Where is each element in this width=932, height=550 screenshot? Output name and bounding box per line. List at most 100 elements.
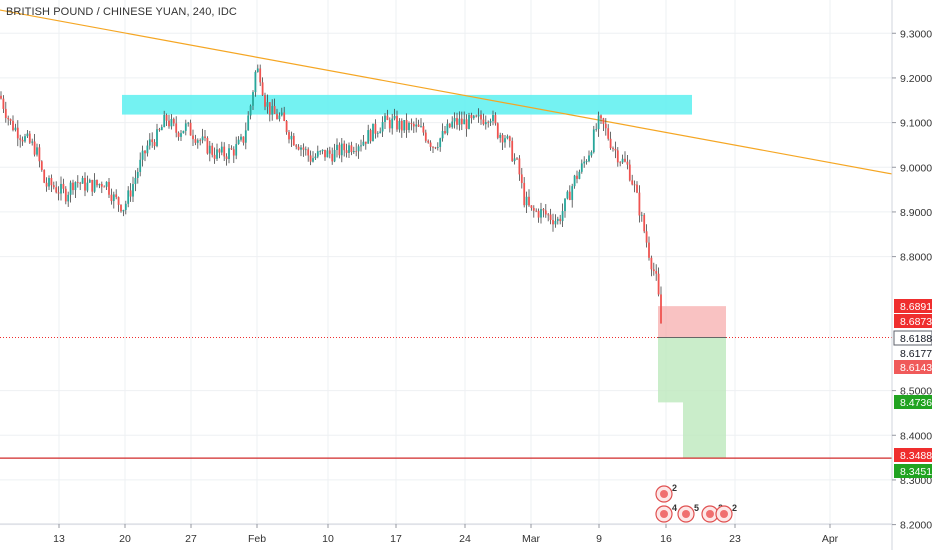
candle xyxy=(364,141,367,150)
candle xyxy=(271,99,274,121)
candle xyxy=(122,209,125,217)
candle-body xyxy=(4,108,7,118)
time-tick-label: Feb xyxy=(248,533,266,545)
candle xyxy=(367,124,370,144)
candle-body xyxy=(619,162,622,164)
grid-lines xyxy=(0,0,892,526)
candle xyxy=(57,186,60,201)
candle xyxy=(12,115,14,132)
candle xyxy=(652,262,655,276)
candle xyxy=(576,170,578,184)
candle-body xyxy=(276,113,278,120)
candle xyxy=(393,108,396,121)
candle-body xyxy=(410,122,413,124)
candle-body xyxy=(511,140,514,162)
candle xyxy=(537,208,540,223)
candle xyxy=(201,128,204,144)
candle xyxy=(520,168,523,189)
candle xyxy=(43,169,46,184)
candle-body xyxy=(108,181,110,195)
candle-body xyxy=(45,182,48,187)
candle xyxy=(636,181,638,194)
candle xyxy=(259,64,262,87)
candle-body xyxy=(638,192,641,216)
candle-body xyxy=(362,141,365,146)
candle-body xyxy=(580,163,583,172)
candle xyxy=(602,117,605,132)
candle xyxy=(285,120,288,135)
candle-body xyxy=(252,92,254,106)
candle xyxy=(165,113,168,126)
candle xyxy=(554,214,557,228)
candle-body xyxy=(115,194,118,198)
candle-body xyxy=(343,143,346,151)
candle-body xyxy=(93,179,96,192)
candle-body xyxy=(660,294,662,324)
candle-body xyxy=(132,184,134,197)
candle xyxy=(110,188,113,205)
candle-body xyxy=(484,122,487,125)
candle xyxy=(172,117,175,127)
candle-body xyxy=(441,131,444,139)
candle xyxy=(295,144,298,150)
time-tick-label: 24 xyxy=(459,533,471,545)
candle xyxy=(283,106,286,122)
candle xyxy=(240,133,242,142)
candle-body xyxy=(319,151,322,152)
candle-body xyxy=(153,142,156,147)
candle-body xyxy=(148,139,151,146)
candle xyxy=(16,120,19,147)
candle xyxy=(434,146,437,150)
candle xyxy=(472,114,475,120)
candle-body xyxy=(520,174,523,183)
target-zone xyxy=(683,337,726,459)
candle-body xyxy=(158,129,161,131)
candle-body xyxy=(576,175,578,179)
price-label: 8.6891 xyxy=(894,299,932,313)
stop-loss-zone xyxy=(658,306,726,338)
candle-body xyxy=(62,183,65,189)
candle-body xyxy=(357,146,360,152)
time-tick-label: 23 xyxy=(729,533,741,545)
candle-body xyxy=(650,257,653,270)
candle xyxy=(597,111,600,137)
candle xyxy=(244,122,247,150)
candle xyxy=(446,119,449,136)
candle-body xyxy=(314,156,317,159)
candle xyxy=(300,145,302,157)
candle-body xyxy=(295,145,298,147)
candle xyxy=(564,198,566,218)
candle xyxy=(559,214,562,225)
candle xyxy=(547,212,550,222)
candle xyxy=(540,202,542,224)
event-marker: 2 xyxy=(655,483,677,503)
candle-body xyxy=(360,145,362,147)
candle-body xyxy=(412,123,415,127)
candle xyxy=(340,138,343,163)
candle-body xyxy=(110,194,113,202)
candle xyxy=(280,107,283,117)
resistance-zone xyxy=(122,94,692,115)
price-label-text: 8.3451 xyxy=(900,466,932,478)
candle xyxy=(211,142,214,158)
event-marker-count: 4 xyxy=(672,503,677,513)
candle-body xyxy=(422,126,425,133)
candle-body xyxy=(364,141,367,144)
candle xyxy=(516,157,518,160)
candle-body xyxy=(151,139,154,143)
candle xyxy=(187,121,190,127)
candle xyxy=(180,129,182,141)
candle-body xyxy=(304,149,307,151)
candle xyxy=(86,175,89,193)
candle-body xyxy=(67,194,70,202)
candle xyxy=(566,190,569,200)
candle-body xyxy=(652,269,655,272)
candle xyxy=(410,118,413,131)
candle xyxy=(573,174,576,189)
candle-body xyxy=(235,144,238,156)
candle xyxy=(530,205,533,211)
candle xyxy=(0,91,2,100)
price-label-text: 8.6143 xyxy=(900,362,932,374)
